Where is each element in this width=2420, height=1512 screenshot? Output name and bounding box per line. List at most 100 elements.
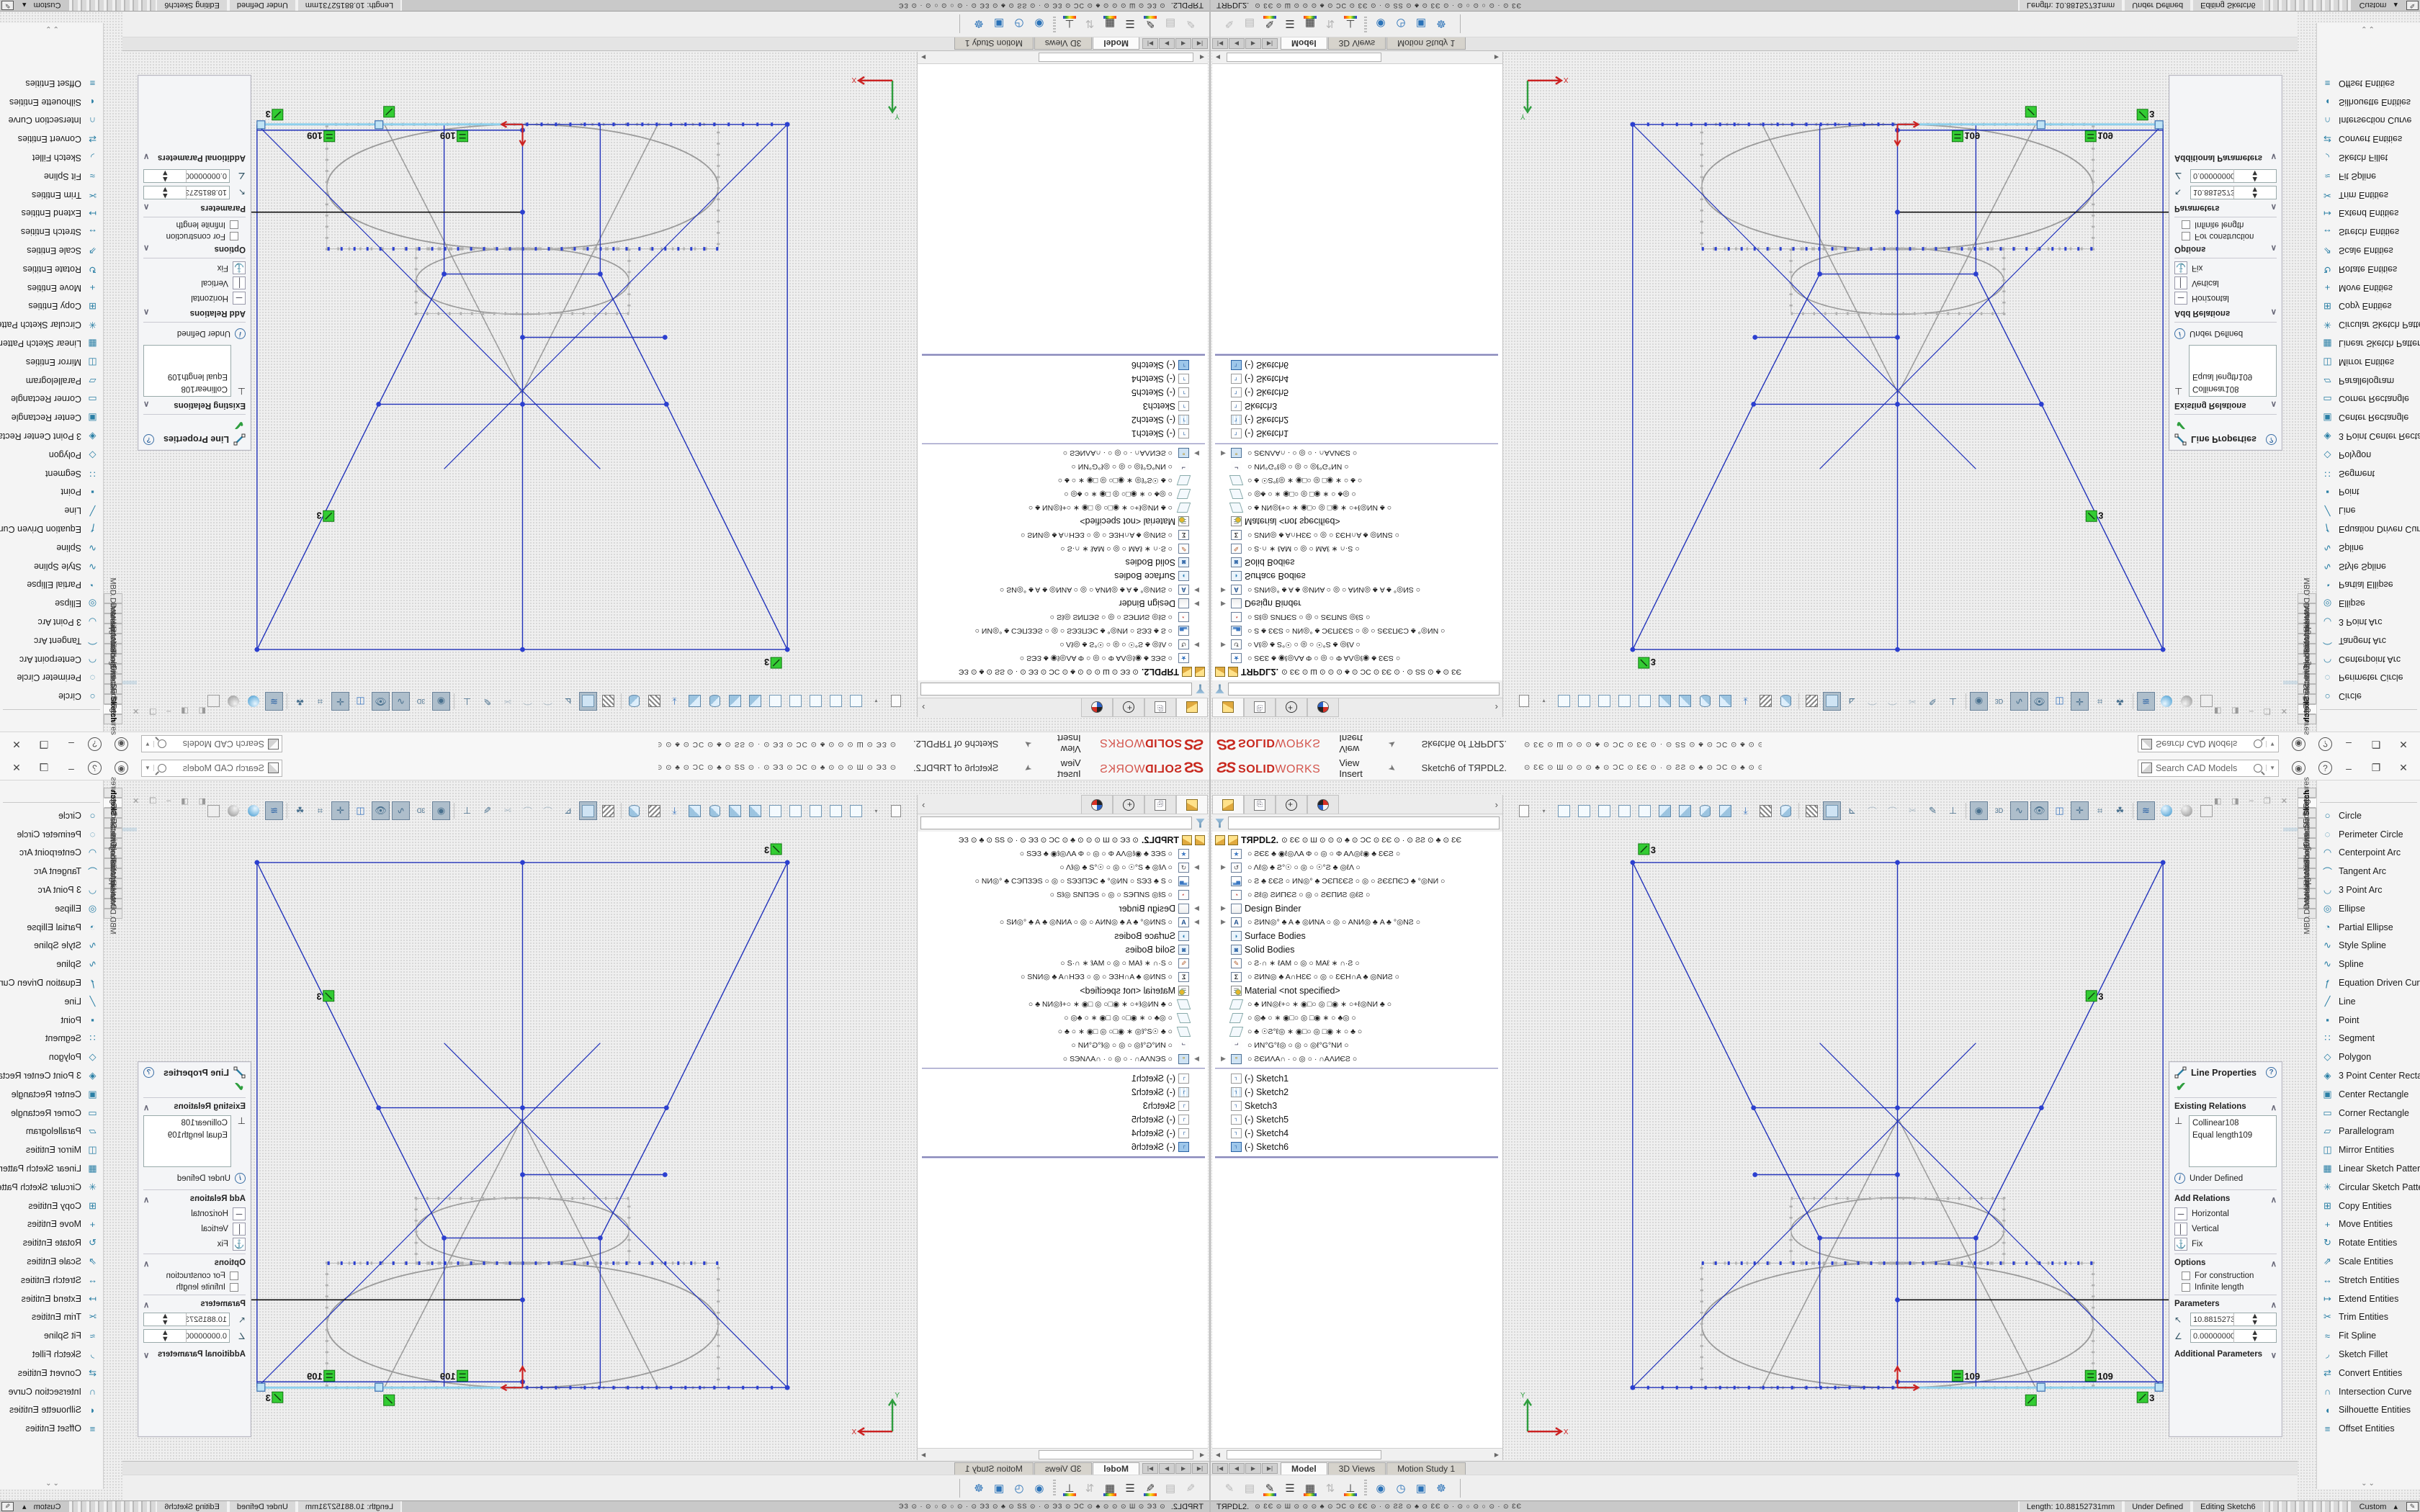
ribbon-tab[interactable]: Weldments <box>2298 834 2316 873</box>
tab-propertymanager[interactable]: ⎘ <box>1244 795 1276 814</box>
expand-arrow-icon[interactable]: ▶ <box>1221 918 1226 925</box>
tree-filter-input[interactable] <box>920 683 1192 696</box>
tree-item[interactable]: ○ ♣ ☉Ƨ°ℓ◎ ∗ ◉□○ ◎ □◉ ∗ ○ ♣ ○ <box>1214 1025 1502 1038</box>
sketch-tool-item[interactable]: ⊞ Copy Entities <box>0 297 99 315</box>
checkbox[interactable] <box>2182 1272 2190 1280</box>
sketch-tool-item[interactable]: ⊞ Copy Entities <box>0 1197 99 1215</box>
toolbar-icon-extrude[interactable] <box>1555 692 1573 711</box>
menu-item[interactable]: View <box>1339 757 1360 768</box>
toolbar-icon-plant[interactable]: ☘ <box>295 696 305 707</box>
toolbar-icon[interactable] <box>625 692 643 711</box>
sketch-tool-item[interactable]: ↦ Extend Entities <box>0 1290 99 1308</box>
status-tag-icon[interactable]: ✎ <box>1 1502 14 1511</box>
expand-arrow-icon[interactable]: ▶ <box>1221 1055 1226 1062</box>
document-window-controls[interactable]: ◧ ◨ – ❐ ✕ <box>133 706 206 716</box>
expand-arrow-icon[interactable]: ▶ <box>1194 450 1199 457</box>
sketch-tool-item[interactable]: + Move Entities <box>0 279 99 297</box>
tab-first-icon[interactable]: |◀ <box>1192 1463 1208 1474</box>
parameters-header[interactable]: Parameters ∧ <box>2174 1300 2277 1310</box>
add-relation-item[interactable]: ─ Horizontal <box>143 292 246 305</box>
toolbar-icon[interactable] <box>1757 692 1775 711</box>
folder-check-icon[interactable]: ▣ <box>1415 17 1427 30</box>
sketch-tool-item[interactable]: ∷ Segment <box>0 1030 99 1048</box>
toolbar-icon-undo[interactable]: ⌒ <box>1867 806 1877 817</box>
toolbar-icon-eye[interactable]: 👁 <box>2030 801 2048 820</box>
sketch-tool-item[interactable]: ◠ Centerpoint Arc <box>0 650 99 669</box>
rollback-bar[interactable] <box>1215 1156 1498 1158</box>
checkbox[interactable] <box>230 1272 238 1280</box>
updown-icon[interactable]: ⇅ <box>1325 1482 1335 1495</box>
sketch-tool-item[interactable]: ≈ Fit Spline <box>0 167 99 186</box>
sketch-tool-item[interactable]: ✂ Trim Entities <box>2321 186 2420 204</box>
toolbar-icon-undo[interactable]: ⌒ <box>543 806 553 817</box>
rollback-bar[interactable] <box>922 1156 1205 1158</box>
sketch-tool-item[interactable]: ⇗ Scale Entities <box>2321 1252 2420 1271</box>
graphics-area[interactable]: 3 3 109 109 3 <box>122 780 914 1460</box>
search-dropdown-icon[interactable]: ▼ <box>145 765 154 771</box>
tree-horizontal-scrollbar[interactable]: ◀ ▶ <box>918 52 1208 64</box>
help-icon[interactable]: ? <box>2266 1067 2277 1078</box>
tree-horizontal-scrollbar[interactable]: ◀ ▶ <box>918 1448 1208 1460</box>
toolbar-icon-cube-gray[interactable] <box>205 801 223 820</box>
menu-item[interactable]: Insert <box>1339 733 1363 744</box>
tree-item[interactable]: ○ ♣ ☉Ƨ°ℓ◎ ∗ ◉□○ ◎ □◉ ∗ ○ ♣ ○ <box>1214 474 1502 487</box>
tree-item[interactable]: ○ ♣ ИΝ◎ℓ+○ ∗ ◉□○ ◎ □◉ ∗ ○+ℓ◎ΝИ ♣ ○ <box>1214 501 1502 515</box>
toolbar-icon[interactable] <box>807 801 825 820</box>
sketch-tool-item[interactable]: ▭ Corner Rectangle <box>2321 1104 2420 1122</box>
sketch-tool-item[interactable]: ↦ Extend Entities <box>2321 204 2420 222</box>
spinner-icons[interactable]: ▲ ▼ <box>144 1313 187 1326</box>
toolbar-icon[interactable] <box>1575 692 1593 711</box>
sketch-tool-item[interactable]: ⌒ Tangent Arc <box>2321 862 2420 881</box>
sketch-tool-item[interactable]: ∿ Style Spline <box>0 557 99 576</box>
toolbar-icon-sphere-blue[interactable] <box>245 801 263 820</box>
add-relations-header[interactable]: Add Relations ∧ <box>2174 1194 2277 1205</box>
document-window-controls[interactable]: ◧ ◨ – ❐ ✕ <box>2214 706 2287 716</box>
close-button[interactable]: ✕ <box>2399 739 2408 750</box>
toolbar-icon-sphere-blue[interactable] <box>245 692 263 711</box>
tab-next-icon[interactable]: ▶ <box>1159 1463 1175 1474</box>
palette-expand-icon[interactable]: ⌄⌄ <box>44 24 59 32</box>
tree-item-sketch[interactable]: (-) Sketch2 <box>918 413 1206 427</box>
sketch-tool-item[interactable]: ▪ Point <box>0 482 99 501</box>
scroll-right-icon[interactable]: ▶ <box>1494 1451 1500 1458</box>
sketch-tool-item[interactable]: ◡ 3 Point Arc <box>2321 881 2420 899</box>
toolbar-icon[interactable] <box>827 801 845 820</box>
tree-item[interactable]: ○ ИΝ°G°ℓ◎ ○ ◎ ○ ◎ℓ°G°ΝИ ○ <box>1214 1038 1502 1052</box>
help-icon[interactable]: ? <box>143 434 154 445</box>
toolbar-icon[interactable] <box>1615 692 1634 711</box>
close-button[interactable]: ✕ <box>2399 762 2408 773</box>
appearance-brush-icon[interactable]: ✎ <box>1142 1480 1159 1497</box>
existing-relations-header[interactable]: Existing Relations ∧ <box>143 400 246 410</box>
checkbox[interactable] <box>2182 1283 2190 1292</box>
doc-close-icon[interactable]: ✕ <box>2280 797 2287 806</box>
appearance-brush-icon[interactable]: ✎ <box>1261 16 1278 33</box>
toolbar-icon-cut[interactable]: ✂ <box>1909 805 1917 816</box>
tree-item[interactable]: ▶ ○ ƧИΝ◎° ♣ Α ♣ ◎ИΝΑ ○ ◎ ○ ΑΝИ◎ ♣ Α ♣ °◎… <box>918 583 1206 597</box>
tree-root-item[interactable]: TЯPDL2. ⊙ ƐЄ ⊙ Ш ⊙ ⊙ ⊙ ♣ ⊙ ƆC ⊙ ƐЄ ⊙ · ⊙… <box>1214 665 1502 679</box>
sketch-tool-item[interactable]: ◫ Mirror Entities <box>0 1140 99 1159</box>
tree-item-sketch[interactable]: Sketch3 <box>1214 1099 1502 1112</box>
toolbar-icon-arrow[interactable]: ⤓ <box>672 696 677 707</box>
sketch-tool-item[interactable]: ◔ Partial Ellipse <box>2321 575 2420 594</box>
tree-item-sketch[interactable]: (-) Sketch5 <box>918 1112 1206 1126</box>
toolbar-icon-angle[interactable]: ⊾ <box>1848 696 1856 707</box>
tree-item-sketch[interactable]: (-) Sketch6 <box>1214 359 1502 372</box>
document-tab[interactable]: Motion Study 1 <box>954 37 1034 50</box>
checkbox[interactable] <box>2182 220 2190 229</box>
spinner-icons[interactable]: ▲ ▼ <box>144 1329 187 1343</box>
tab-last-icon[interactable]: ▶| <box>1262 1463 1278 1474</box>
tab-prev-icon[interactable]: ◀ <box>1229 38 1245 49</box>
toolbar-icon[interactable] <box>786 692 805 711</box>
sketch-tool-item[interactable]: ╱ Line <box>2321 992 2420 1011</box>
additional-parameters-header[interactable]: Additional Parameters ∨ <box>2174 1350 2277 1360</box>
toolbar-icon[interactable] <box>625 801 643 820</box>
sketch-tool-item[interactable]: ≈ Fit Spline <box>2321 167 2420 186</box>
sheets-icon[interactable]: ▤ <box>1244 17 1255 30</box>
tree-item-sketch[interactable]: Sketch3 <box>918 400 1206 413</box>
add-relations-header[interactable]: Add Relations ∧ <box>143 1194 246 1205</box>
sketch-tool-item[interactable]: ▦ Linear Sketch Pattern <box>2321 334 2420 353</box>
tree-item[interactable]: ▶ Design Binder <box>918 901 1206 915</box>
close-button[interactable]: ✕ <box>12 739 21 750</box>
tree-item[interactable]: ○ ƧЄƐ ♣ ◉ℓ◎ΛΑ Φ ○ ◎ ○ Φ ΑΛ◎ℓ◉ ♣ ƐЄƧ ○ <box>918 847 1206 860</box>
status-custom-dropdown[interactable]: Custom ▴ <box>22 1 61 10</box>
